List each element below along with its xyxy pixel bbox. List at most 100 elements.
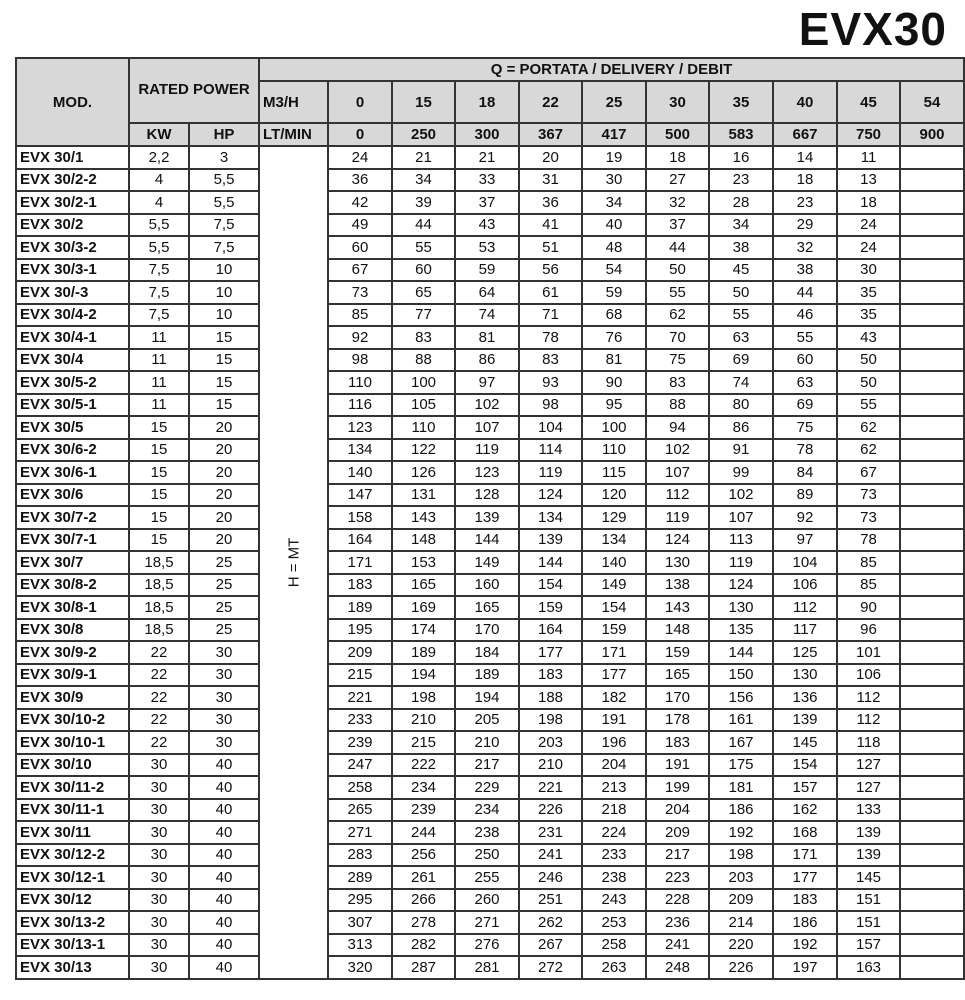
head-value-cell: 154 <box>581 595 648 620</box>
head-value-cell: 162 <box>772 797 839 822</box>
head-value-cell: 98 <box>327 347 394 372</box>
head-value-cell: 98 <box>518 392 584 417</box>
head-value-cell: 102 <box>645 437 711 462</box>
head-value-cell: 37 <box>454 190 521 215</box>
head-value-cell: 112 <box>645 482 711 507</box>
head-value-cell: 210 <box>454 730 521 755</box>
hp-cell: 40 <box>187 955 261 980</box>
head-value-cell: 125 <box>772 640 839 665</box>
kw-cell: 11 <box>128 392 190 417</box>
head-value-cell <box>899 910 965 935</box>
head-value-cell <box>899 707 965 732</box>
hp-cell: 25 <box>187 550 261 575</box>
table-row: EVX 30/4 11 15 98 88 86 83 81 75 69 60 50 <box>15 347 965 372</box>
head-value-cell: 177 <box>518 640 584 665</box>
header-flow-m3h: 0 <box>327 80 394 124</box>
head-value-cell: 34 <box>708 212 775 237</box>
model-cell: EVX 30/4-1 <box>15 325 130 350</box>
head-value-cell: 110 <box>581 437 648 462</box>
table-row: EVX 30/12 30 40 295 266 260 251 243 228 209 183 151 <box>15 887 965 912</box>
head-value-cell: 81 <box>581 347 648 372</box>
head-unit-label: H = MT <box>285 537 303 588</box>
head-value-cell: 24 <box>327 145 394 170</box>
head-value-cell: 144 <box>708 640 775 665</box>
head-value-cell: 123 <box>327 415 394 440</box>
head-value-cell: 104 <box>518 415 584 440</box>
head-value-cell: 95 <box>581 392 648 417</box>
head-value-cell: 209 <box>645 820 711 845</box>
head-value-cell: 154 <box>518 572 584 597</box>
head-value-cell: 199 <box>645 775 711 800</box>
table-row: EVX 30/7-1 15 20 164 148 144 139 134 124 113 97 78 <box>15 527 965 552</box>
head-value-cell <box>899 190 965 215</box>
head-value-cell: 102 <box>708 482 775 507</box>
model-cell: EVX 30/-3 <box>15 280 130 305</box>
head-value-cell: 118 <box>836 730 902 755</box>
head-value-cell: 127 <box>836 752 902 777</box>
head-value-cell: 160 <box>454 572 521 597</box>
head-value-cell: 34 <box>581 190 648 215</box>
head-value-cell: 153 <box>391 550 457 575</box>
head-value-cell: 126 <box>391 460 457 485</box>
head-value-cell: 78 <box>772 437 839 462</box>
head-value-cell: 70 <box>645 325 711 350</box>
head-value-cell: 128 <box>454 482 521 507</box>
model-cell: EVX 30/8-2 <box>15 572 130 597</box>
kw-cell: 7,5 <box>128 280 190 305</box>
header-flow-ltmin: 0 <box>327 122 394 147</box>
head-value-cell: 43 <box>454 212 521 237</box>
header-flow-ltmin: 250 <box>391 122 457 147</box>
hp-cell: 40 <box>187 865 261 890</box>
hp-cell: 30 <box>187 662 261 687</box>
head-value-cell <box>899 955 965 980</box>
head-value-cell: 64 <box>454 280 521 305</box>
model-cell: EVX 30/3-1 <box>15 257 130 282</box>
kw-cell: 11 <box>128 370 190 395</box>
head-value-cell: 18 <box>645 145 711 170</box>
table-row: EVX 30/11-2 30 40 258 234 229 221 213 199 181 157 1… <box>15 775 965 800</box>
table-row: EVX 30/8-2 18,5 25 183 165 160 154 149 138 124 106… <box>15 572 965 597</box>
head-value-cell: 143 <box>391 505 457 530</box>
header-mod: MOD. <box>15 57 130 147</box>
head-value-cell: 99 <box>708 460 775 485</box>
kw-cell: 15 <box>128 482 190 507</box>
head-value-cell: 258 <box>581 932 648 957</box>
head-value-cell: 32 <box>772 235 839 260</box>
hp-cell: 25 <box>187 595 261 620</box>
head-value-cell: 233 <box>581 842 648 867</box>
head-value-cell: 178 <box>645 707 711 732</box>
head-value-cell: 43 <box>836 325 902 350</box>
model-cell: EVX 30/7-2 <box>15 505 130 530</box>
head-value-cell: 209 <box>708 887 775 912</box>
head-value-cell: 283 <box>327 842 394 867</box>
head-value-cell: 35 <box>836 280 902 305</box>
head-value-cell: 161 <box>708 707 775 732</box>
head-value-cell: 112 <box>836 685 902 710</box>
head-value-cell: 23 <box>708 167 775 192</box>
head-value-cell: 78 <box>836 527 902 552</box>
head-value-cell: 139 <box>518 527 584 552</box>
head-value-cell: 36 <box>518 190 584 215</box>
table-row: EVX 30/7-2 15 20 158 143 139 134 129 119 107 92 73 <box>15 505 965 530</box>
head-value-cell: 49 <box>327 212 394 237</box>
head-value-cell <box>899 662 965 687</box>
head-value-cell: 156 <box>708 685 775 710</box>
head-value-cell: 74 <box>454 302 521 327</box>
head-value-cell <box>899 145 965 170</box>
table-row: EVX 30/1 2,2 3 H = MT 24 21 21 20 19 18 16 14 11 <box>15 145 965 980</box>
head-value-cell <box>899 415 965 440</box>
hp-cell: 10 <box>187 280 261 305</box>
header-hp: HP <box>187 122 261 147</box>
head-value-cell: 192 <box>708 820 775 845</box>
hp-cell: 30 <box>187 707 261 732</box>
table-row: EVX 30/6-1 15 20 140 126 123 119 115 107 99 84 67 <box>15 460 965 485</box>
head-value-cell: 62 <box>836 415 902 440</box>
head-value-cell: 119 <box>518 460 584 485</box>
head-value-cell: 105 <box>391 392 457 417</box>
kw-cell: 5,5 <box>128 212 190 237</box>
head-value-cell: 210 <box>391 707 457 732</box>
head-value-cell: 32 <box>645 190 711 215</box>
head-value-cell: 92 <box>327 325 394 350</box>
model-cell: EVX 30/6-2 <box>15 437 130 462</box>
head-value-cell: 59 <box>454 257 521 282</box>
